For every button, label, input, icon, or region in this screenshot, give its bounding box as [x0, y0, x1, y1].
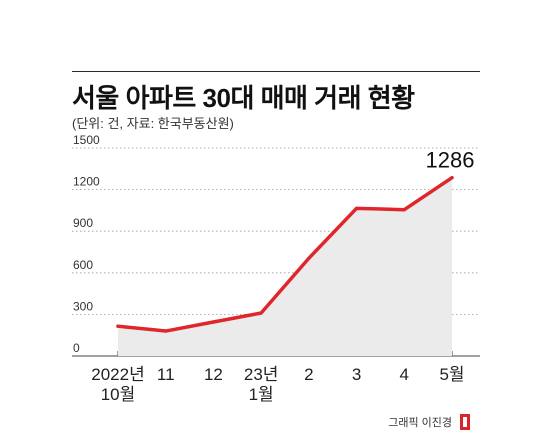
x-tick-label: 5월 [439, 365, 464, 384]
y-tick-label: 1200 [73, 175, 100, 189]
x-tick-label: 1월 [249, 385, 274, 404]
y-tick-label: 600 [73, 258, 93, 272]
data-point [116, 324, 120, 328]
x-tick-label: 2 [304, 365, 313, 384]
publisher-logo-icon [460, 414, 470, 430]
chart-subtitle: (단위: 건, 자료: 한국부동산원) [72, 116, 234, 131]
credit: 그래픽 이진경 [388, 413, 472, 431]
data-point [450, 176, 454, 180]
y-tick-label: 1500 [73, 133, 100, 147]
x-tick-label: 12 [204, 365, 223, 384]
data-point [354, 206, 359, 210]
chart-title: 서울 아파트 30대 매매 거래 현황 [72, 83, 415, 113]
data-point [211, 320, 216, 324]
x-tick-label: 11 [157, 365, 175, 384]
area-layer [118, 177, 452, 356]
y-tick-label: 300 [73, 299, 93, 313]
credit-text: 그래픽 이진경 [388, 417, 452, 429]
data-point [164, 329, 168, 333]
data-label: 1286 [426, 148, 475, 173]
x-tick-label: 3 [352, 365, 361, 384]
line-layer [116, 175, 454, 333]
x-tick-label: 4 [400, 365, 409, 384]
x-tick-label: 10월 [101, 385, 136, 404]
data-labels: 1286 [426, 148, 475, 173]
top-rule [72, 71, 480, 72]
y-tick-label: 900 [73, 216, 93, 230]
series-area [118, 177, 452, 356]
x-tick-label: 23년 [244, 365, 279, 384]
y-axis-labels: 0 300 600 900 1200 1500 [73, 133, 100, 355]
series-line [116, 175, 454, 333]
data-point [259, 311, 263, 315]
x-tick-label: 2022년 [91, 365, 144, 384]
data-point [307, 256, 311, 260]
data-point [402, 208, 406, 212]
y-tick-label: 0 [73, 341, 80, 355]
